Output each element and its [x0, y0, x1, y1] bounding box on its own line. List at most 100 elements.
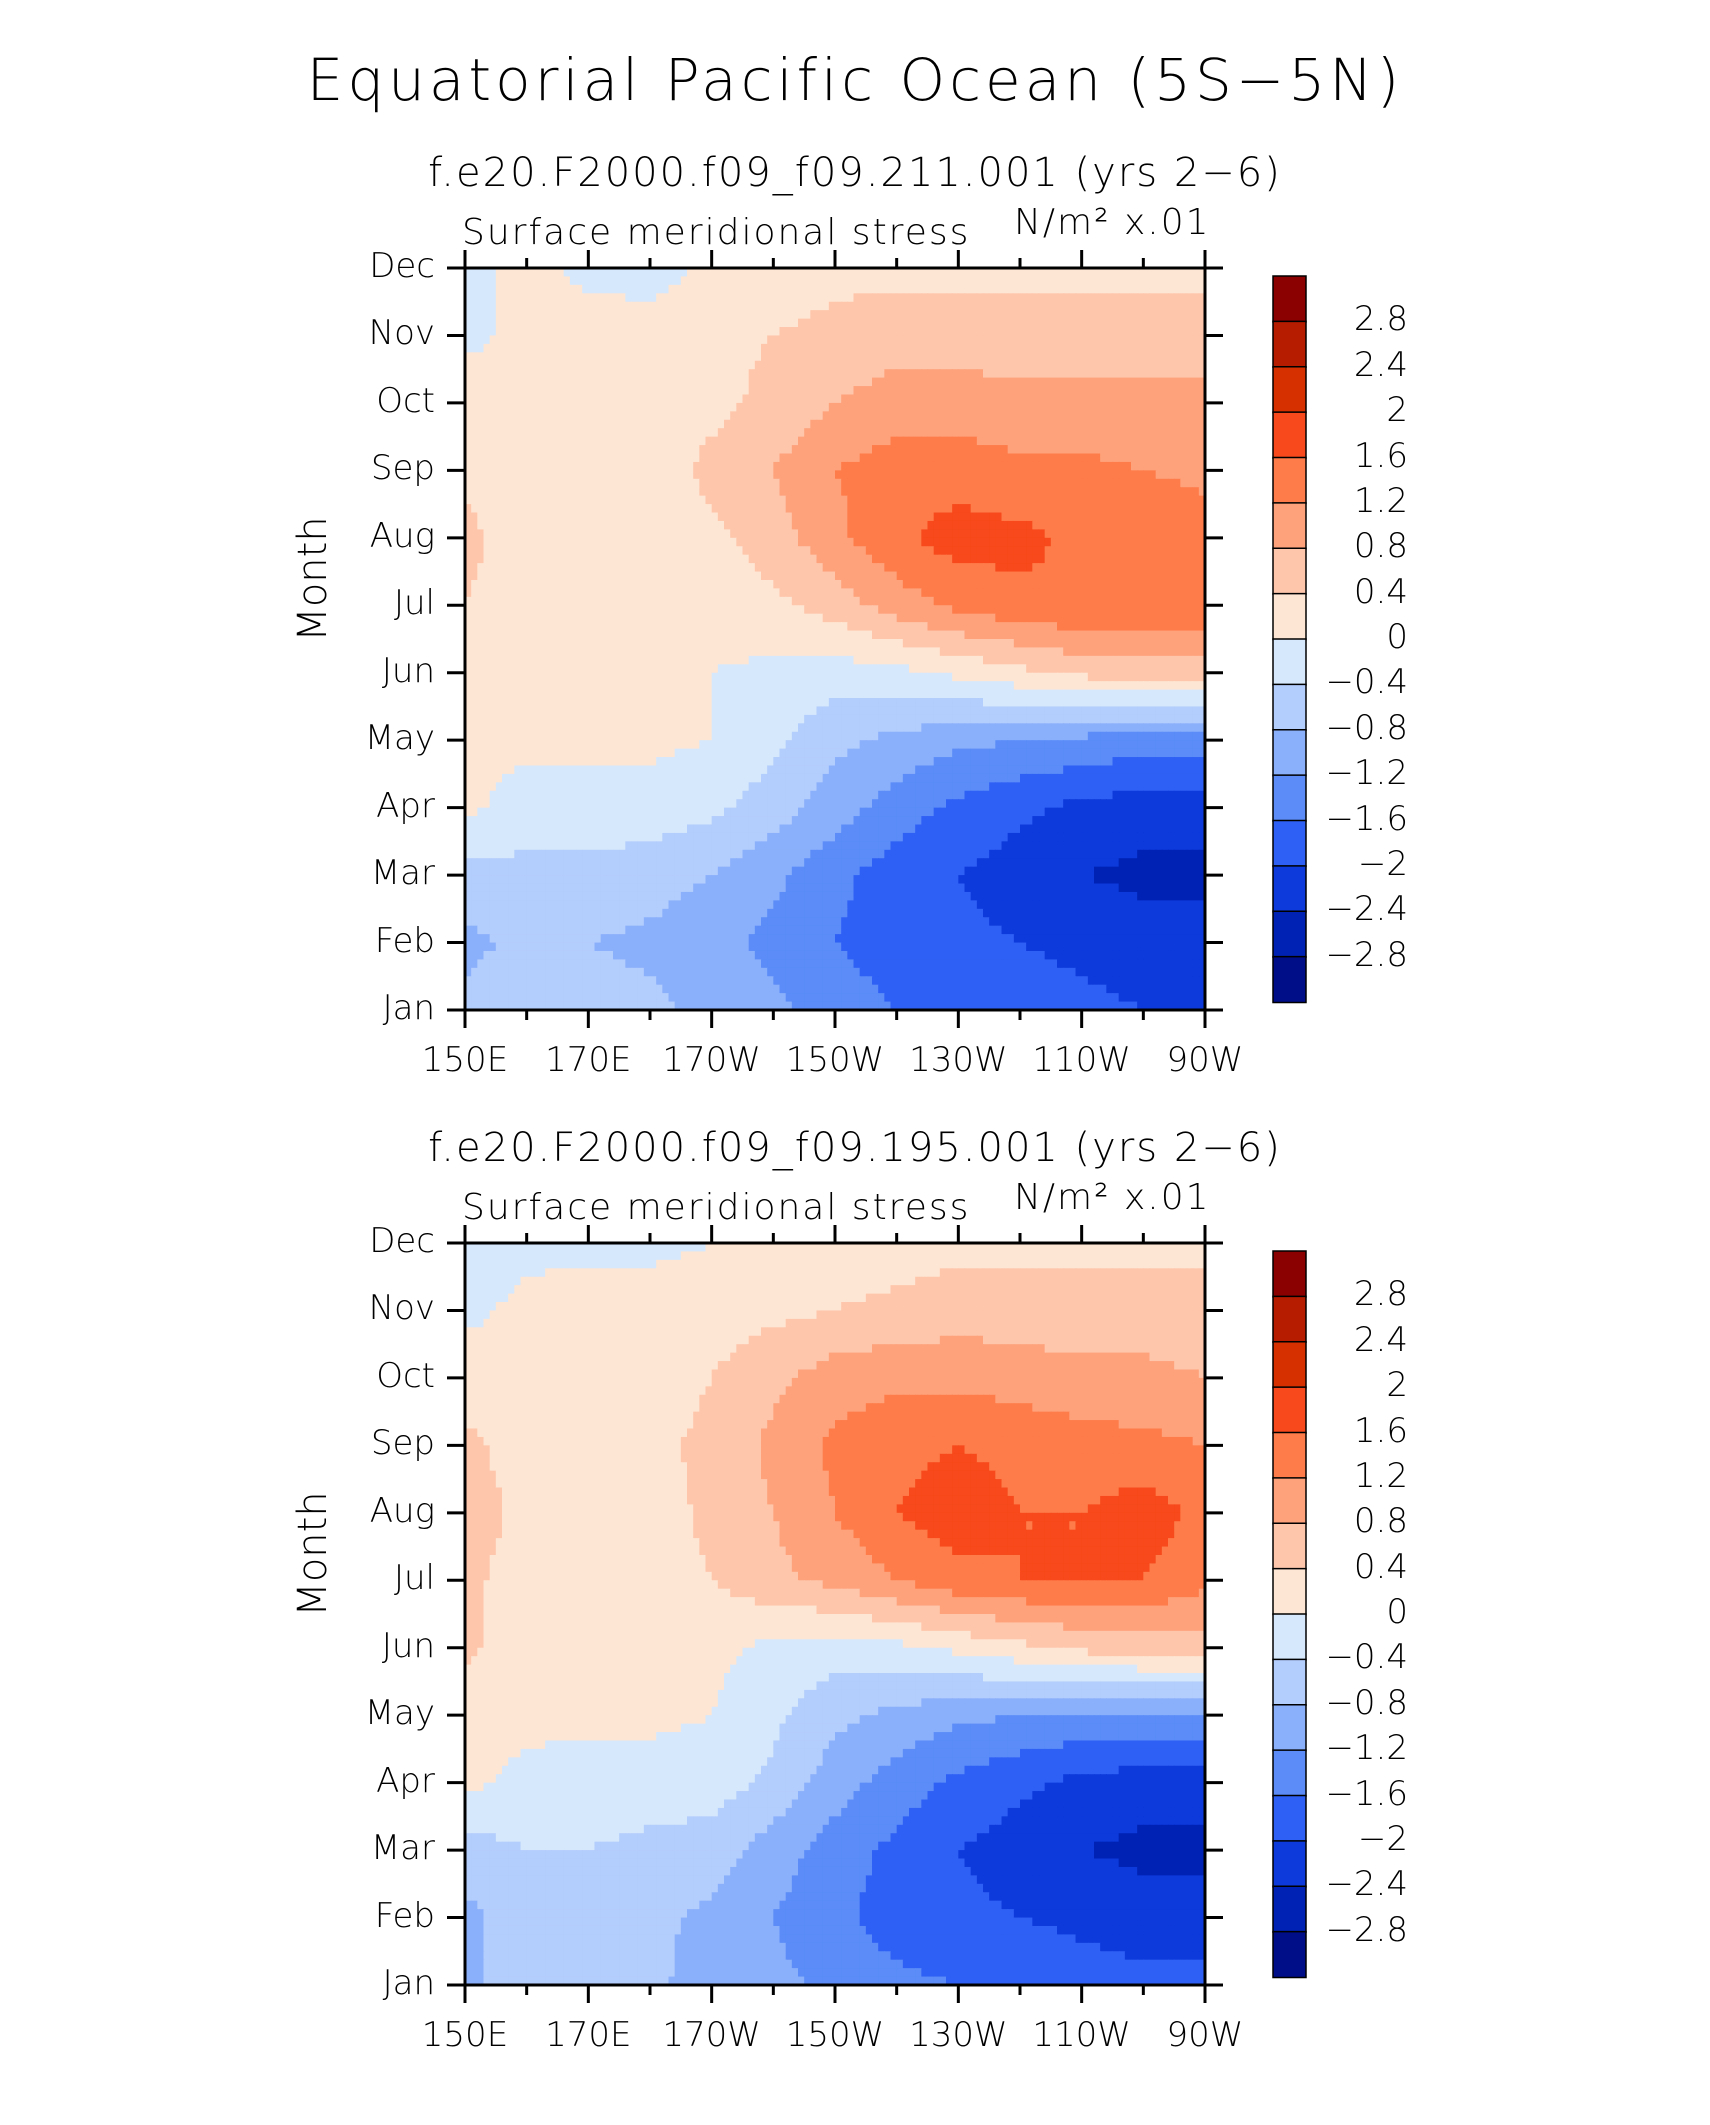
contour-cell [563, 327, 571, 337]
contour-cell [1094, 276, 1101, 286]
contour-cell [1168, 394, 1175, 404]
contour-cell [650, 276, 657, 286]
contour-cell [853, 461, 861, 471]
contour-cell [902, 310, 910, 320]
contour-cell [785, 293, 793, 303]
contour-cell [730, 301, 737, 311]
contour-cell [1069, 537, 1077, 547]
contour-cell [569, 411, 577, 421]
contour-cell [754, 411, 762, 421]
contour-cell [1026, 352, 1033, 362]
contour-cell [1094, 537, 1101, 547]
contour-cell [1069, 453, 1077, 463]
contour-cell [841, 529, 848, 539]
contour-cell [1057, 276, 1064, 286]
contour-cell [915, 276, 922, 286]
contour-cell [514, 402, 522, 412]
contour-cell [927, 529, 935, 539]
contour-cell [761, 563, 768, 573]
contour-cell [939, 596, 947, 606]
contour-cell [1143, 419, 1151, 429]
contour-cell [946, 537, 953, 547]
contour-cell [1075, 284, 1083, 294]
contour-cell [767, 596, 774, 606]
contour-cell [761, 360, 768, 370]
contour-cell [1106, 571, 1114, 581]
contour-cell [1038, 571, 1046, 581]
contour-cell [705, 436, 713, 446]
contour-cell [471, 377, 478, 387]
contour-cell [1087, 335, 1095, 345]
contour-cell [1069, 360, 1077, 370]
contour-cell [1075, 343, 1083, 353]
contour-cell [890, 386, 898, 396]
contour-cell [619, 529, 626, 539]
contour-cell [1186, 310, 1194, 320]
contour-cell [668, 335, 676, 345]
contour-cell [1094, 529, 1101, 539]
contour-cell [1001, 343, 1009, 353]
contour-cell [773, 554, 781, 564]
contour-cell [687, 520, 694, 530]
contour-cell [791, 419, 799, 429]
contour-cell [841, 369, 848, 379]
contour-cell [662, 487, 670, 497]
contour-cell [643, 377, 651, 387]
contour-cell [921, 571, 929, 581]
contour-cell [754, 419, 762, 429]
contour-cell [742, 343, 750, 353]
contour-cell [1161, 284, 1169, 294]
contour-cell [915, 419, 922, 429]
contour-cell [1044, 596, 1052, 606]
contour-cell [1094, 411, 1101, 421]
contour-cell [520, 268, 528, 278]
contour-cell [773, 563, 781, 573]
contour-cell [569, 268, 577, 278]
contour-cell [705, 419, 713, 429]
contour-cell [1112, 428, 1120, 438]
contour-cell [742, 605, 750, 615]
contour-cell [582, 428, 589, 438]
contour-cell [989, 605, 996, 615]
contour-cell [1038, 512, 1046, 522]
contour-cell [471, 428, 478, 438]
contour-cell [964, 428, 972, 438]
contour-cell [939, 284, 947, 294]
contour-cell [853, 613, 861, 623]
contour-cell [1118, 529, 1126, 539]
contour-cell [995, 453, 1003, 463]
contour-cell [619, 301, 626, 311]
contour-cell [625, 554, 633, 564]
contour-cell [847, 487, 855, 497]
contour-cell [958, 461, 966, 471]
contour-cell [662, 377, 670, 387]
contour-cell [502, 327, 509, 337]
contour-cell [754, 369, 762, 379]
contour-cell [1026, 445, 1033, 455]
contour-cell [1063, 301, 1070, 311]
contour-cell [662, 470, 670, 480]
contour-cell [933, 284, 941, 294]
contour-cell [687, 377, 694, 387]
contour-cell [810, 605, 818, 615]
contour-cell [872, 327, 879, 337]
contour-cell [1131, 369, 1138, 379]
contour-cell [656, 529, 663, 539]
contour-cell [526, 343, 534, 353]
contour-cell [1087, 284, 1095, 294]
contour-cell [853, 411, 861, 421]
contour-cell [563, 360, 571, 370]
contour-cell [1106, 512, 1114, 522]
contour-cell [1057, 554, 1064, 564]
contour-cell [890, 588, 898, 598]
contour-cell [865, 470, 873, 480]
contour-cell [508, 293, 515, 303]
contour-cell [508, 369, 515, 379]
contour-cell [921, 369, 929, 379]
contour-cell [872, 310, 879, 320]
contour-cell [1044, 512, 1052, 522]
contour-cell [662, 343, 670, 353]
contour-cell [865, 310, 873, 320]
contour-cell [828, 394, 836, 404]
contour-cell [779, 377, 787, 387]
